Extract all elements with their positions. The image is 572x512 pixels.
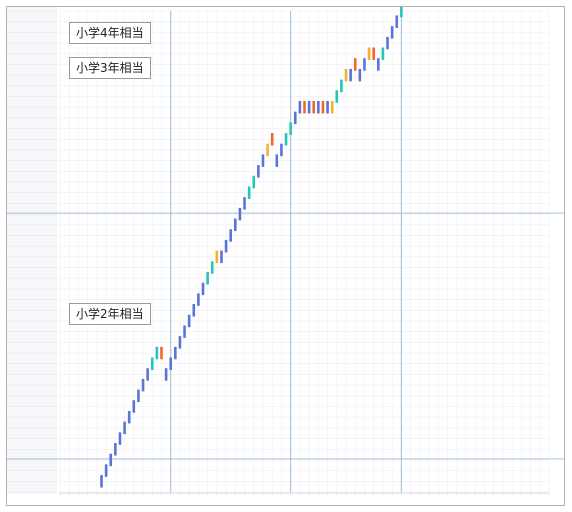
data-point — [353, 58, 357, 71]
data-point — [146, 368, 149, 381]
data-point — [137, 389, 140, 403]
data-point — [270, 133, 274, 146]
data-point — [303, 100, 306, 114]
data-point — [109, 453, 113, 467]
data-point — [317, 100, 320, 114]
data-point — [210, 261, 214, 274]
chart-frame: 小学4年相当 小学3年相当 小学2年相当 — [6, 6, 565, 506]
data-point — [164, 368, 168, 381]
data-point — [123, 421, 126, 435]
data-point — [321, 100, 325, 114]
data-point — [201, 282, 205, 296]
data-point — [390, 26, 394, 39]
data-point — [381, 47, 385, 60]
data-point — [400, 7, 403, 18]
data-point — [174, 346, 177, 360]
data-point — [150, 357, 154, 370]
data-point — [104, 464, 108, 477]
data-point — [257, 165, 260, 178]
data-point — [298, 100, 302, 114]
data-point — [178, 336, 182, 349]
data-point — [192, 304, 196, 317]
data-point — [363, 58, 366, 71]
data-point — [344, 68, 348, 82]
data-point — [266, 143, 269, 157]
data-point — [330, 100, 334, 114]
data-point — [289, 122, 292, 135]
data-point — [160, 346, 163, 360]
data-point — [114, 443, 117, 456]
data-point — [284, 133, 288, 146]
data-point — [326, 100, 329, 114]
data-point — [238, 207, 242, 221]
data-point — [280, 143, 283, 157]
data-point — [377, 58, 380, 71]
data-point — [340, 79, 343, 93]
data-point — [100, 475, 103, 488]
data-point — [395, 15, 399, 28]
data-point — [118, 432, 122, 445]
grade-label-2: 小学2年相当 — [69, 303, 151, 325]
data-point — [252, 175, 256, 189]
data-point — [220, 250, 223, 264]
data-point — [224, 239, 228, 253]
data-point — [367, 47, 371, 60]
data-point — [243, 197, 246, 210]
data-point — [335, 90, 339, 103]
row-label-panel — [7, 7, 57, 494]
data-point — [169, 357, 173, 370]
data-point — [141, 378, 145, 392]
data-point — [234, 218, 237, 232]
data-point — [312, 100, 316, 114]
data-point — [386, 36, 389, 50]
data-point — [261, 154, 265, 167]
data-point — [358, 68, 362, 82]
data-point — [183, 325, 186, 338]
data-point — [275, 154, 279, 167]
data-point — [197, 293, 200, 306]
data-point — [229, 229, 232, 242]
data-point — [155, 346, 159, 360]
data-point — [187, 314, 191, 328]
data-point — [206, 271, 209, 285]
data-point — [307, 100, 311, 114]
progress-chart — [7, 7, 564, 495]
grade-label-4: 小学4年相当 — [69, 22, 151, 44]
data-point — [127, 410, 131, 424]
data-point — [132, 400, 136, 413]
data-point — [349, 68, 352, 82]
data-point — [293, 111, 297, 125]
data-point — [372, 47, 375, 60]
grade-label-3: 小学3年相当 — [69, 57, 151, 79]
data-point — [215, 250, 219, 264]
data-point — [247, 186, 251, 199]
